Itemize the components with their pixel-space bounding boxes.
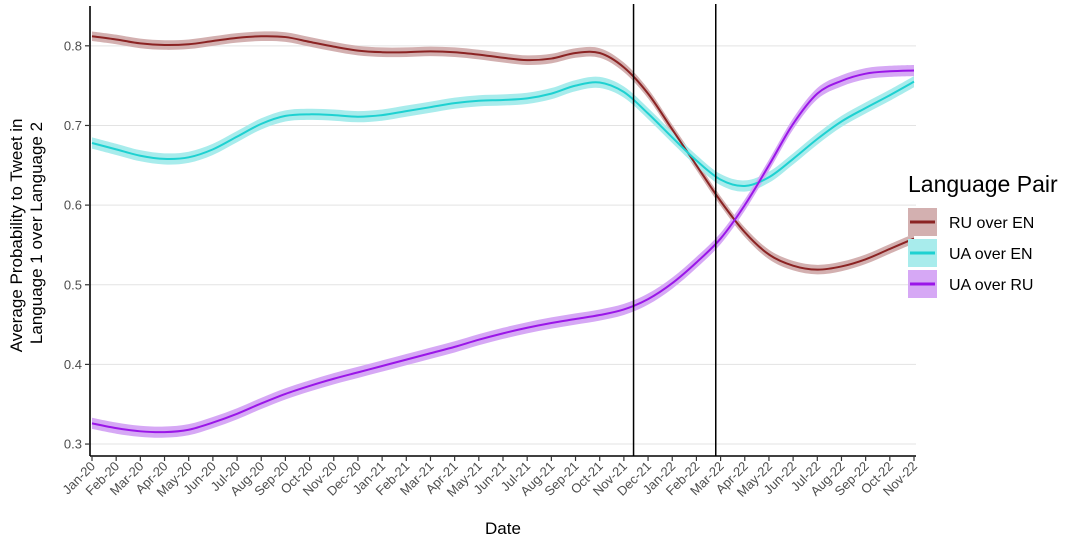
y-tick-label: 0.6 xyxy=(64,198,82,213)
y-tick-label: 0.4 xyxy=(64,357,82,372)
y-tick-label: 0.7 xyxy=(64,118,82,133)
x-axis-title: Date xyxy=(485,519,521,538)
y-ticks: 0.3 0.4 0.5 0.6 0.7 0.8 xyxy=(64,38,90,452)
axes xyxy=(89,6,916,457)
y-axis-title-line-2: Language 1 over Language 2 xyxy=(27,122,46,344)
y-tick-label: 0.8 xyxy=(64,38,82,53)
legend: Language Pair RU over EN UA over EN UA ove… xyxy=(908,171,1058,298)
legend-label: RU over EN xyxy=(949,215,1034,232)
legend-title: Language Pair xyxy=(908,171,1058,197)
y-tick-label: 0.3 xyxy=(64,437,82,452)
legend-label: UA over RU xyxy=(949,277,1033,294)
series-lines xyxy=(91,35,915,434)
y-axis-title-line-1: Average Probability to Tweet in xyxy=(7,119,26,353)
y-tick-label: 0.5 xyxy=(64,277,82,292)
confidence-band-1 xyxy=(92,76,914,192)
legend-item-1: UA over EN xyxy=(908,239,1033,267)
legend-item-0: RU over EN xyxy=(908,208,1034,236)
legend-label: UA over EN xyxy=(949,246,1033,263)
confidence-band-2 xyxy=(92,64,914,438)
x-ticks: Jan-20Feb-20Mar-20Apr-20May-20Jun-20Jul-… xyxy=(59,456,920,500)
series-line-2 xyxy=(91,69,915,434)
series-line-0 xyxy=(91,35,915,271)
y-axis-title: Average Probability to Tweet in Language… xyxy=(7,114,46,352)
legend-item-2: UA over RU xyxy=(908,270,1033,298)
series-line-1 xyxy=(91,80,915,188)
confidence-bands xyxy=(92,31,914,438)
gridlines xyxy=(90,45,916,445)
event-lines xyxy=(632,4,717,456)
